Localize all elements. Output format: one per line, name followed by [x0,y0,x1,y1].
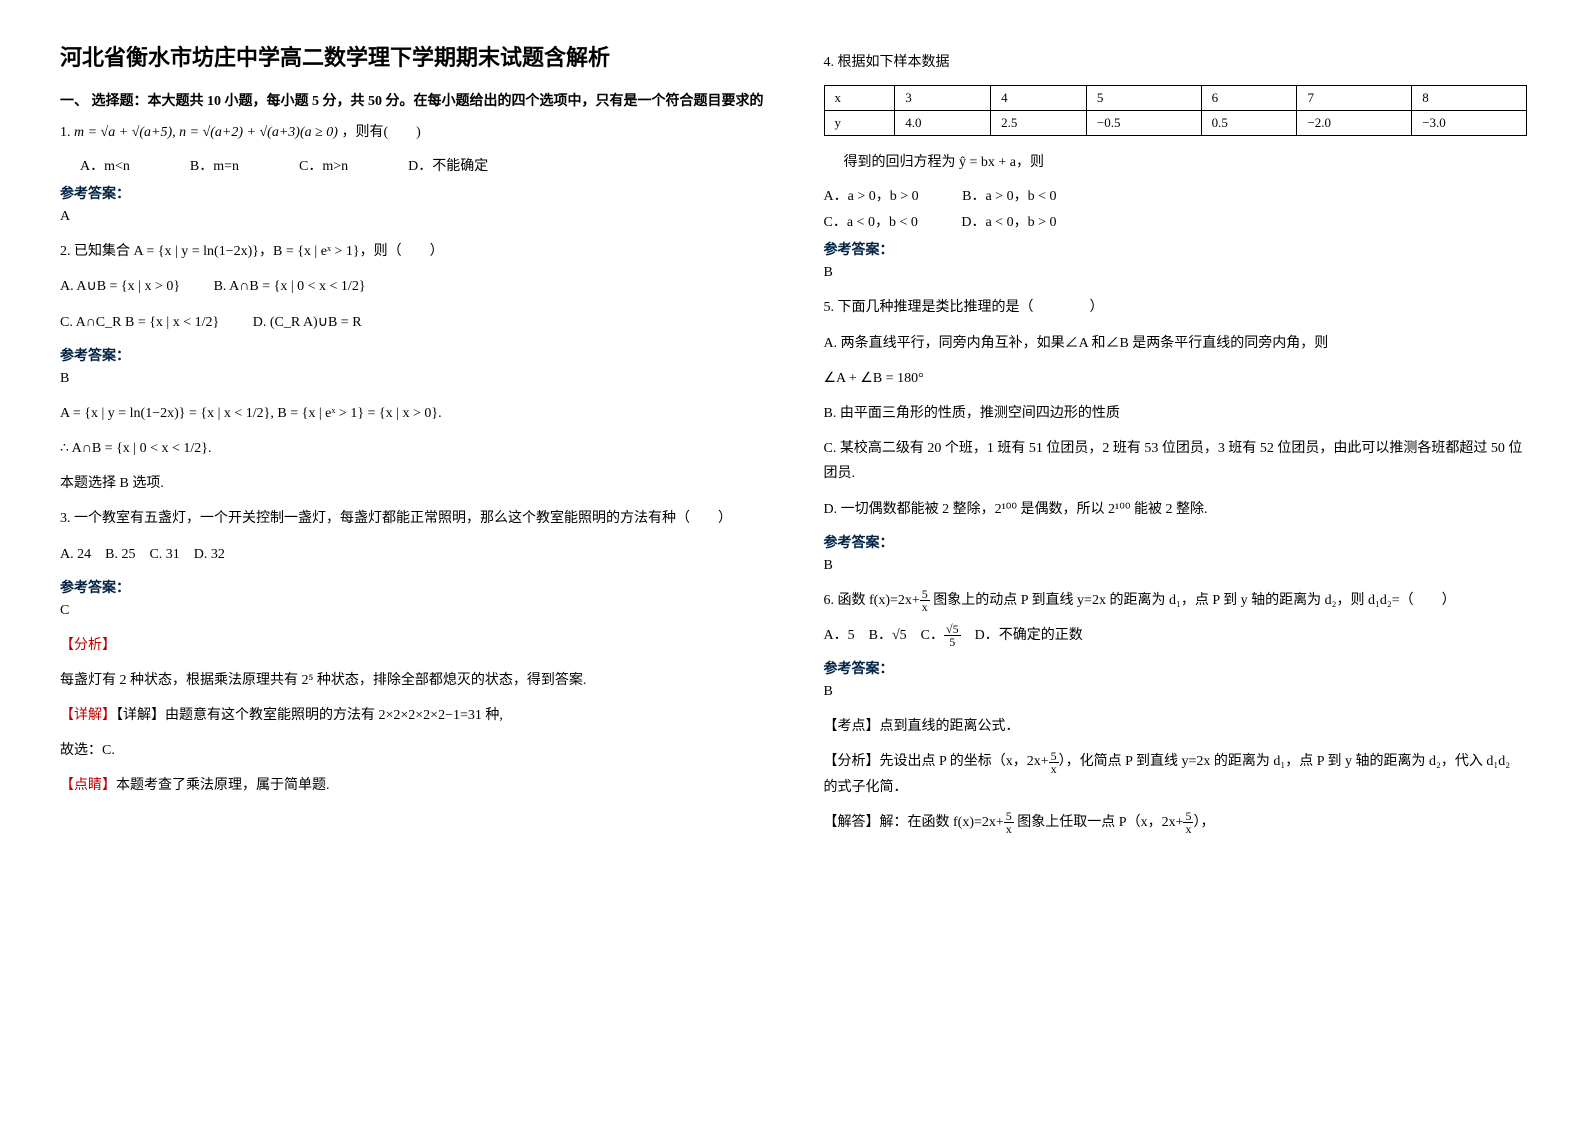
q5-stem: 5. 下面几种推理是类比推理的是（ ） [824,295,1528,320]
q2-opts-row1: A. A∪B = {x | x > 0} B. A∩B = {x | 0 < x… [60,274,764,299]
q4-optC: C．a < 0，b < 0 [824,215,918,230]
q6-jd-fx: f(x)=2x+ [953,815,1004,830]
frac-sqrt5-5: √55 [944,623,961,648]
q2-stem: 2. 已知集合 A = {x | y = ln(1−2x)}，B = {x | … [60,239,764,264]
q1-optA: A．m<n [80,155,130,175]
q1-ans: A [60,209,764,225]
q1-formula: m = √a + √(a+5), n = √(a+2) + √(a+3)(a ≥… [74,125,338,140]
q4-table: x 3 4 5 6 7 8 y 4.0 2.5 −0.5 0.5 −2.0 −3… [824,85,1528,136]
q5-B: B. 由平面三角形的性质，推测空间四边形的性质 [824,401,1528,426]
q4-optsCD: C．a < 0，b < 0 D．a < 0，b > 0 [824,211,1528,231]
q6-stem-a: 6. 函数 [824,593,870,608]
section-intro: 一、 选择题：本大题共 10 小题，每小题 5 分，共 50 分。在每小题给出的… [60,90,764,110]
q1-optB: B．m=n [190,155,239,175]
q1-options: A．m<n B．m=n C．m>n D．不能确定 [80,155,764,175]
q3-l2-text: 【详解】由题意有这个教室能照明的方法有 2×2×2×2×2−1=31 种, [116,708,503,723]
q4-stem: 4. 根据如下样本数据 [824,50,1528,75]
q3-l2: 【详解】【详解】由题意有这个教室能照明的方法有 2×2×2×2×2−1=31 种… [60,703,764,728]
q4-t-r1c3: 4 [991,86,1087,111]
q3-l4: 【点睛】本题考查了乘法原理，属于简单题. [60,773,764,798]
q2-optD: (C_R A)∪B = R [270,315,362,330]
q6-kd: 【考点】点到直线的距离公式． [824,714,1528,739]
q2-optB: A∩B = {x | 0 < x < 1/2} [229,279,365,294]
q1-tail: ，则有( ) [341,125,420,140]
q4-t-r2c3: 2.5 [991,111,1087,136]
q5-C: C. 某校高二级有 20 个班，1 班有 51 位团员，2 班有 53 位团员，… [824,436,1528,486]
q4-t-r1c7: 8 [1412,86,1527,111]
q3-stem: 3. 一个教室有五盏灯，一个开关控制一盏灯，每盏灯都能正常照明，那么这个教室能照… [60,506,764,531]
q3-ans: C [60,603,764,619]
q3-fx: 【分析】 [60,633,764,658]
q3-ans-label: 参考答案： [60,577,764,597]
q2-optC: A∩C_R B = {x | x < 1/2} [76,315,220,330]
q4-t-r2c1: y [824,111,895,136]
q4-ans: B [824,265,1528,281]
q1-ans-label: 参考答案： [60,183,764,203]
q4-t-r1c2: 3 [895,86,991,111]
q2-expl3: 本题选择 B 选项. [60,471,764,496]
q4-ans-label: 参考答案： [824,239,1528,259]
q4-t-r1c4: 5 [1086,86,1201,111]
page-title: 河北省衡水市坊庄中学高二数学理下学期期末试题含解析 [60,40,764,72]
q6-stem: 6. 函数 f(x)=2x+5x 图象上的动点 P 到直线 y=2x 的距离为 … [824,588,1528,613]
q2-expl1: A = {x | y = ln(1−2x)} = {x | x < 1/2}, … [60,401,764,426]
q6-jd-a: 【解答】解：在函数 [824,815,954,830]
q6-ans: B [824,684,1528,700]
q6-fx-a: 【分析】先设出点 P 的坐标（x，2x+ [824,754,1049,769]
q4-optD: D．a < 0，b > 0 [961,215,1056,230]
q1-stem: 1. m = √a + √(a+5), n = √(a+2) + √(a+3)(… [60,120,764,145]
q4-t-r2c7: −3.0 [1412,111,1527,136]
q5-ans: B [824,558,1528,574]
frac-5x-4: 5x [1183,810,1193,835]
q5-ans-label: 参考答案： [824,532,1528,552]
q4-t-r2c2: 4.0 [895,111,991,136]
q4-optB: B．a > 0，b < 0 [962,189,1056,204]
q4-t-r1c6: 7 [1297,86,1412,111]
q6-jd-b: 图象上任取一点 P（x，2x+ [1017,815,1183,830]
q6-jd-c: ）， [1193,815,1214,830]
q4-t-r2c5: 0.5 [1201,111,1297,136]
q1-num: 1. [60,125,74,140]
q1-optC: C．m>n [299,155,348,175]
q6-jd: 【解答】解：在函数 f(x)=2x+5x 图象上任取一点 P（x，2x+5x）， [824,810,1528,835]
q4-optA: A．a > 0，b > 0 [824,189,919,204]
q4-line: 得到的回归方程为 ŷ = bx + a，则 [844,150,1528,175]
q2-ans: B [60,371,764,387]
q4-t-r1c1: x [824,86,895,111]
q3-opts: A. 24 B. 25 C. 31 D. 32 [60,542,764,567]
q5-D: D. 一切偶数都能被 2 整除，2¹⁰⁰ 是偶数，所以 2¹⁰⁰ 能被 2 整除… [824,497,1528,522]
q2-optA: A∪B = {x | x > 0} [76,279,180,294]
q4-t-r1c5: 6 [1201,86,1297,111]
q1-optD: D．不能确定 [408,155,488,175]
frac-5x-1: 5x [920,588,930,613]
q4-t-r2c4: −0.5 [1086,111,1201,136]
q6-fx: 【分析】先设出点 P 的坐标（x，2x+5x），化简点 P 到直线 y=2x 的… [824,749,1528,799]
q2-ans-label: 参考答案： [60,345,764,365]
q6-opts: A．5 B．√5 C．√55 D．不确定的正数 [824,623,1528,648]
q6-ans-label: 参考答案： [824,658,1528,678]
frac-5x-3: 5x [1004,810,1014,835]
q2-expl2: ∴ A∩B = {x | 0 < x < 1/2}. [60,436,764,461]
q3-l3: 故选：C. [60,738,764,763]
q4-t-r2c6: −2.0 [1297,111,1412,136]
frac-5x-2: 5x [1049,750,1059,775]
q3-l1: 每盏灯有 2 种状态，根据乘法原理共有 2⁵ 种状态，排除全部都熄灭的状态，得到… [60,668,764,693]
q2-opts-row2: C. A∩C_R B = {x | x < 1/2} D. (C_R A)∪B … [60,310,764,335]
q4-optsAB: A．a > 0，b > 0 B．a > 0，b < 0 [824,185,1528,205]
q5-A: A. 两条直线平行，同旁内角互补，如果∠A 和∠B 是两条平行直线的同旁内角，则 [824,331,1528,356]
q5-A2: ∠A + ∠B = 180° [824,366,1528,391]
q6-stem-fx: f(x)=2x+ [869,593,920,608]
q6-stem-b: 图象上的动点 P 到直线 y=2x 的距离为 d₁，点 P 到 y 轴的距离为 … [933,593,1455,608]
